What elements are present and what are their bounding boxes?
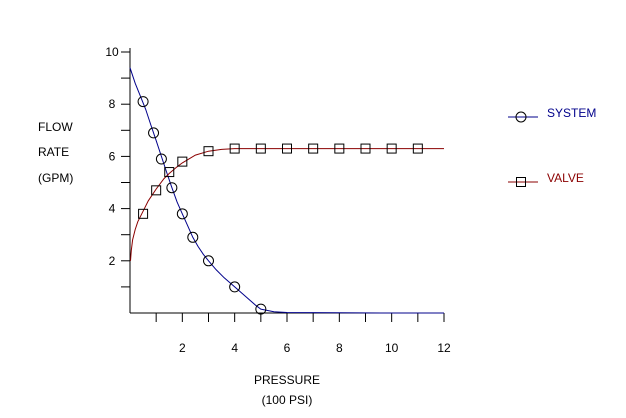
x-tick-label: 12 bbox=[437, 341, 451, 355]
valve-point bbox=[334, 143, 345, 154]
system-point bbox=[203, 255, 214, 267]
y-axis-label-line-2: RATE bbox=[38, 145, 69, 159]
legend-marker bbox=[516, 177, 526, 187]
valve-point bbox=[412, 143, 423, 154]
system-point bbox=[229, 281, 241, 293]
system-point bbox=[255, 303, 267, 315]
x-tick-label: 4 bbox=[231, 341, 238, 355]
valve-point bbox=[386, 143, 397, 154]
system-point bbox=[137, 96, 149, 108]
tick-labels: 2 4 6 8 10 2 4 6 8 10 12 bbox=[105, 45, 451, 355]
valve-point bbox=[229, 143, 240, 154]
system-point bbox=[166, 182, 178, 194]
y-axis-label-line-1: FLOW bbox=[38, 120, 73, 134]
y-axis-label: FLOW RATE (GPM) bbox=[38, 120, 73, 185]
valve-series-line bbox=[130, 148, 444, 261]
y-tick-label: 4 bbox=[109, 202, 116, 216]
valve-point bbox=[151, 185, 162, 196]
legend-item-valve: VALVE bbox=[508, 171, 584, 187]
y-tick-label: 2 bbox=[109, 254, 116, 268]
y-tick-label: 8 bbox=[109, 97, 116, 111]
legend-marker bbox=[515, 111, 527, 123]
system-point bbox=[187, 231, 199, 243]
x-axis-label-line-2: (100 PSI) bbox=[262, 393, 313, 407]
x-tick-label: 2 bbox=[179, 341, 186, 355]
series-curves bbox=[129, 67, 444, 314]
valve-point bbox=[177, 156, 188, 167]
x-tick-label: 6 bbox=[284, 341, 291, 355]
x-axis-label: PRESSURE (100 PSI) bbox=[254, 373, 320, 407]
axes bbox=[121, 48, 445, 322]
valve-point bbox=[203, 146, 214, 157]
legend: SYSTEM VALVE bbox=[508, 106, 596, 187]
x-tick-label: 10 bbox=[385, 341, 399, 355]
valve-point bbox=[164, 167, 175, 178]
series-markers bbox=[137, 96, 423, 315]
system-point bbox=[176, 208, 188, 220]
system-series-line bbox=[129, 67, 444, 314]
y-axis-label-line-3: (GPM) bbox=[38, 171, 73, 185]
valve-point bbox=[360, 143, 371, 154]
legend-item-system: SYSTEM bbox=[508, 106, 596, 123]
system-point bbox=[148, 127, 160, 139]
legend-label: SYSTEM bbox=[547, 106, 596, 120]
x-axis-label-line-1: PRESSURE bbox=[254, 373, 320, 387]
system-point bbox=[155, 153, 167, 165]
valve-point bbox=[138, 208, 149, 219]
y-tick-label: 10 bbox=[105, 45, 119, 59]
x-tick-label: 8 bbox=[336, 341, 343, 355]
legend-label: VALVE bbox=[547, 171, 584, 185]
valve-point bbox=[308, 143, 319, 154]
y-tick-label: 6 bbox=[109, 149, 116, 163]
valve-point bbox=[255, 143, 266, 154]
valve-point bbox=[282, 143, 292, 154]
